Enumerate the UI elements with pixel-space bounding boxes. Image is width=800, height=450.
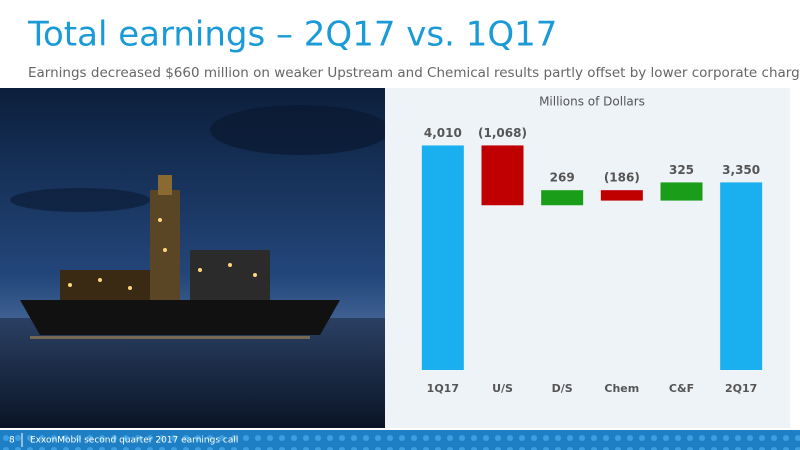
bar [421,145,464,370]
bar [481,145,524,206]
page-number: 8 [9,436,15,446]
photo [0,88,390,428]
x-tick-label: C&F [669,382,694,395]
subtitle: Earnings decreased $660 million on weake… [28,65,800,81]
x-tick-label: U/S [492,382,513,395]
x-tick-label: 1Q17 [427,382,459,395]
bar [720,182,763,370]
x-tick-label: D/S [552,382,573,395]
bar [660,182,703,201]
data-label: 3,350 [722,163,760,177]
bar [541,190,584,206]
x-tick-label: 2Q17 [725,382,757,395]
data-label: (186) [604,171,640,185]
bar [600,190,643,201]
data-label: 4,010 [424,126,462,140]
title: Total earnings – 2Q17 vs. 1Q17 [27,15,557,55]
data-label: (1,068) [478,126,527,140]
unit-label: Millions of Dollars [539,95,645,109]
footer-band [0,430,800,450]
footer-text: ExxonMobil second quarter 2017 earnings … [30,436,238,446]
data-label: 325 [669,163,694,177]
x-tick-label: Chem [604,382,639,395]
data-label: 269 [550,171,575,185]
